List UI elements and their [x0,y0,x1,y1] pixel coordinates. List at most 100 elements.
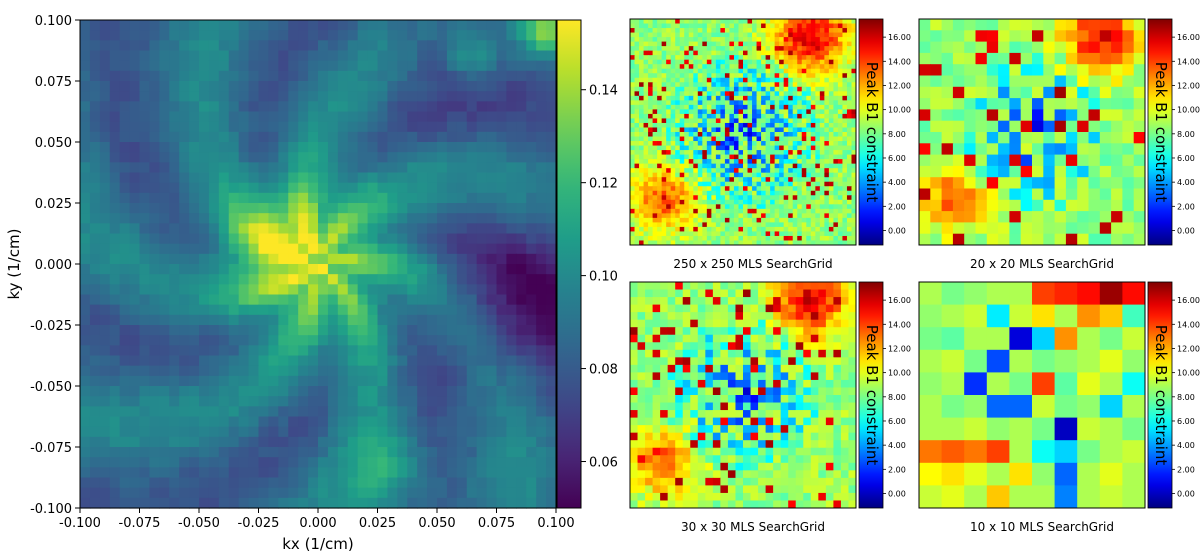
grid-cell [724,235,730,241]
heatmap-cell [169,304,180,316]
heatmap-cell [407,172,418,184]
grid-cell [828,213,834,219]
grid-cell [733,68,739,74]
grid-cell [634,118,640,124]
heatmap-cell [318,436,329,448]
grid-cell [806,150,812,156]
heatmap-cell [546,355,557,367]
grid-cell [738,159,744,165]
heatmap-cell [298,467,309,479]
grid-cell [792,86,798,92]
grid-cell [733,195,739,201]
heatmap-cell [516,304,527,316]
grid-cell [720,82,726,88]
grid-cell [684,154,690,160]
grid-cell [652,100,658,106]
heatmap-cell [546,375,557,387]
heatmap-cell [139,81,151,92]
grid-cell [837,217,843,223]
grid-cell [797,23,803,29]
heatmap-cell [536,121,547,133]
grid-cell [630,127,636,133]
heatmap-cell [248,497,260,509]
heatmap-cell [486,243,498,255]
grid-cell [806,59,812,65]
heatmap-cell [149,203,160,214]
grid-cell [666,127,672,133]
grid-cell [738,172,744,178]
grid-cell [792,100,798,106]
grid-cell [643,122,649,128]
grid-cell [788,127,794,133]
heatmap-cell [159,325,170,336]
heatmap-cell [347,426,359,438]
heatmap-cell [109,223,121,235]
grid-cell [738,231,744,237]
grid-cell [752,118,758,124]
grid-cell [688,55,694,61]
heatmap-cell [179,192,190,204]
heatmap-cell [129,203,141,214]
heatmap-cell [99,81,111,92]
heatmap-cell [516,467,527,479]
heatmap-cell [526,70,537,82]
heatmap-cell [437,314,448,326]
heatmap-cell [407,294,418,306]
grid-cell [770,186,776,192]
grid-cell [670,235,676,241]
heatmap-cell [536,253,547,265]
heatmap-cell [347,121,359,133]
grid-cell [720,168,726,174]
grid-cell [675,32,681,38]
heatmap-cell [327,40,339,52]
heatmap-cell [496,243,508,255]
heatmap-cell [546,477,557,489]
heatmap-cell [208,192,220,204]
grid-cell [684,23,690,29]
grid-cell [679,113,685,119]
grid-cell [724,46,730,52]
grid-cell [828,168,834,174]
heatmap-cell [268,325,279,336]
heatmap-cell [258,396,270,407]
heatmap-cell [208,284,220,296]
grid-cell [1088,30,1101,43]
heatmap-cell [357,477,369,489]
heatmap-cell [506,192,517,204]
heatmap-cell [189,436,200,448]
y-tick-label: 0.075 [35,75,72,90]
heatmap-cell [139,264,151,275]
heatmap-cell [357,386,369,397]
grid-cell [720,86,726,92]
heatmap-cell [208,111,220,123]
grid-cell [747,86,753,92]
heatmap-cell [466,335,478,346]
grid-cell [675,113,681,119]
heatmap-cell [208,182,220,194]
grid-cell [697,77,703,83]
heatmap-cell [258,162,270,174]
heatmap-cell [347,436,359,448]
heatmap-cell [486,294,498,306]
grid-cell [747,59,753,65]
heatmap-cell [526,477,537,489]
grid-cell [706,213,712,219]
heatmap-cell [367,365,379,377]
grid-cell [634,217,640,223]
grid-cell [670,204,676,210]
grid-cell [652,136,658,142]
grid-cell [720,28,726,34]
heatmap-cell [149,487,160,499]
grid-cell [779,240,785,246]
heatmap-cell [199,436,210,448]
grid-cell [715,50,721,56]
grid-cell [706,55,712,61]
grid-cell [715,150,721,156]
grid-cell [833,77,839,83]
heatmap-cell [288,487,299,499]
grid-cell [729,127,735,133]
heatmap-cell [80,121,91,133]
heatmap-cell [526,487,537,499]
grid-cell [670,91,676,97]
heatmap-cell [496,182,508,194]
